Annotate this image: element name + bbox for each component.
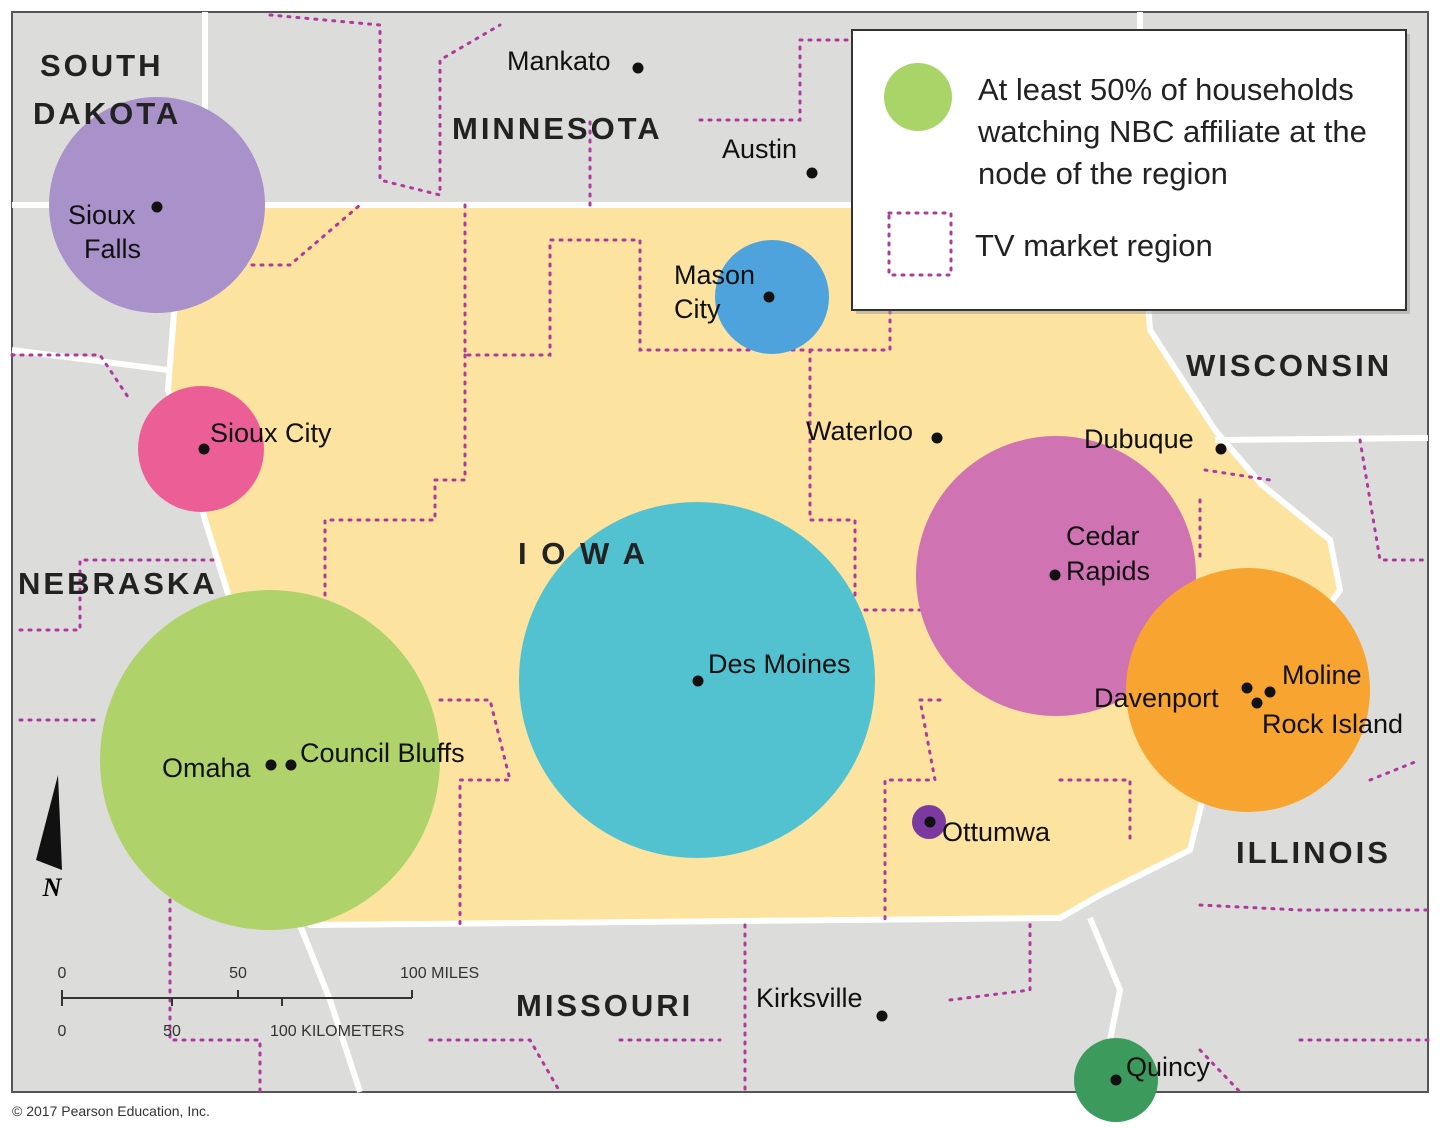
border bbox=[11, 347, 169, 373]
city-label: Dubuque bbox=[1084, 424, 1194, 454]
copyright: © 2017 Pearson Education, Inc. bbox=[12, 1103, 210, 1119]
border bbox=[297, 923, 363, 1093]
legend-text: node of the region bbox=[978, 156, 1228, 191]
labels: SOUTH DAKOTA MINNESOTA WISCONSIN NEBRASKA I O… bbox=[18, 46, 1403, 1086]
city-label: Sioux City bbox=[210, 418, 332, 448]
market-line bbox=[18, 558, 222, 722]
market-line bbox=[1058, 778, 1132, 842]
market-line bbox=[268, 13, 502, 197]
city-label: Kirksville bbox=[756, 983, 863, 1013]
market-line bbox=[1198, 1038, 1430, 1094]
city-dot bbox=[265, 759, 277, 771]
city-dot bbox=[1264, 686, 1276, 698]
north-arrow-shape bbox=[36, 775, 62, 870]
city-dot bbox=[1049, 569, 1061, 581]
city-dot bbox=[1110, 1074, 1122, 1086]
city-label: Council Bluffs bbox=[300, 738, 465, 768]
scale-bar: 0 50 100 MILES 0 50 100 KILOMETERS bbox=[58, 965, 480, 1040]
city-label: Mankato bbox=[507, 46, 611, 76]
state-label: NEBRASKA bbox=[18, 566, 218, 601]
city-label: Omaha bbox=[162, 753, 252, 783]
city-label: Rock Island bbox=[1262, 709, 1403, 739]
city-label: Waterloo bbox=[806, 416, 913, 446]
border bbox=[1214, 435, 1429, 443]
state-label: WISCONSIN bbox=[1186, 348, 1392, 383]
city-label: Quincy bbox=[1126, 1052, 1211, 1082]
state-label: SOUTH bbox=[40, 48, 164, 83]
legend-text: watching NBC affiliate at the bbox=[977, 114, 1367, 149]
city-dot bbox=[806, 167, 818, 179]
legend-circle bbox=[884, 63, 952, 131]
state-label: DAKOTA bbox=[33, 96, 181, 131]
legend: At least 50% of households watching NBC … bbox=[851, 29, 1410, 314]
city-label: Ottumwa bbox=[942, 817, 1051, 847]
city-dot bbox=[692, 675, 704, 687]
city-dot bbox=[763, 291, 775, 303]
city-dot bbox=[198, 443, 210, 455]
market-line bbox=[1198, 438, 1430, 562]
state-label: MINNESOTA bbox=[452, 111, 663, 146]
city-label: Des Moines bbox=[708, 649, 851, 679]
market-line bbox=[10, 353, 132, 402]
market-line bbox=[883, 698, 942, 927]
city-dot bbox=[876, 1010, 888, 1022]
north-arrow: N bbox=[36, 775, 63, 902]
city-label: Davenport bbox=[1094, 683, 1219, 713]
market-line bbox=[588, 38, 852, 207]
city-dot bbox=[1251, 697, 1263, 709]
city-dot bbox=[151, 201, 163, 213]
city-label: Austin bbox=[722, 134, 797, 164]
city-label: Cedar bbox=[1066, 521, 1140, 551]
scale-label: 50 bbox=[163, 1023, 181, 1040]
legend-region bbox=[887, 211, 953, 277]
scale-label: 0 bbox=[58, 1023, 67, 1040]
city-label: Sioux bbox=[68, 200, 136, 230]
city-dot bbox=[931, 432, 943, 444]
market-line bbox=[618, 918, 1032, 1094]
city-dot bbox=[1241, 682, 1253, 694]
state-label: ILLINOIS bbox=[1236, 835, 1391, 870]
state-label: I O W A bbox=[518, 536, 648, 571]
market-line bbox=[808, 348, 922, 612]
legend-text: TV market region bbox=[975, 228, 1213, 263]
city-dot bbox=[924, 816, 936, 828]
city-label: Rapids bbox=[1066, 556, 1150, 586]
scale-label: 100 MILES bbox=[400, 965, 479, 982]
city-dot bbox=[632, 62, 644, 74]
state-label: MISSOURI bbox=[516, 988, 693, 1023]
market-line bbox=[1198, 758, 1430, 912]
scale-label: 100 KILOMETERS bbox=[270, 1023, 404, 1040]
market-line bbox=[168, 808, 562, 1094]
north-label: N bbox=[42, 873, 63, 902]
city-dot bbox=[285, 759, 297, 771]
city-label: City bbox=[674, 294, 721, 324]
city-dot bbox=[1215, 443, 1227, 455]
legend-text: At least 50% of households bbox=[978, 72, 1354, 107]
scale-label: 0 bbox=[58, 965, 67, 982]
city-label: Moline bbox=[1282, 660, 1362, 690]
scale-label: 50 bbox=[229, 965, 247, 982]
city-label: Falls bbox=[84, 234, 141, 264]
city-label: Mason bbox=[674, 260, 755, 290]
market-line bbox=[463, 203, 892, 357]
